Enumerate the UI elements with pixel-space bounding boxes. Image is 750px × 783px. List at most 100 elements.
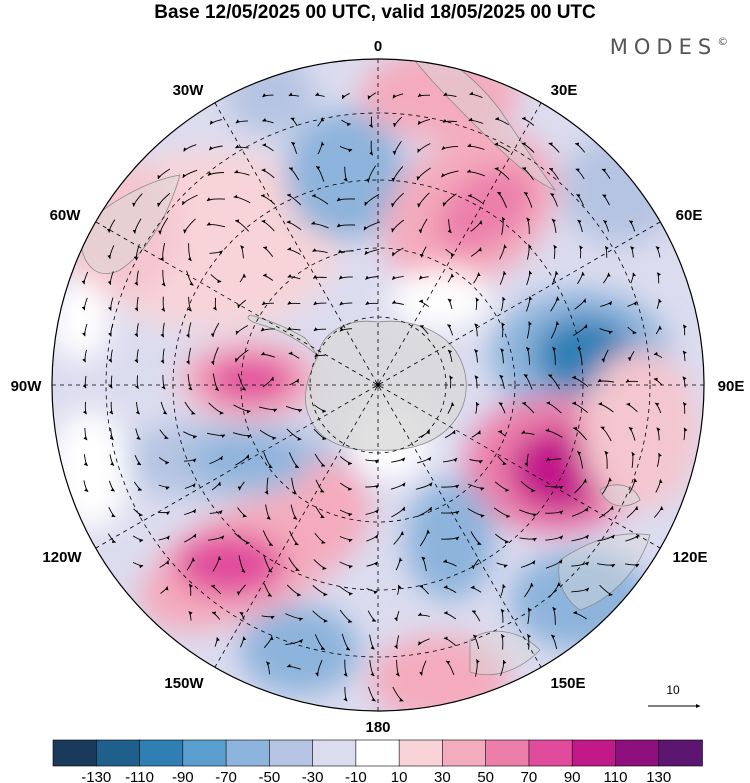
wind-vector-arrow <box>521 142 535 153</box>
colorbar-swatch <box>571 739 617 767</box>
wind-vector-arrow <box>338 275 353 280</box>
wind-vector-arrow <box>682 376 687 388</box>
wind-vector-arrow <box>184 509 197 516</box>
wind-vector-arrow <box>288 351 300 359</box>
wind-vector-arrow <box>206 432 226 438</box>
wind-vector-arrow <box>601 477 612 495</box>
wind-vector-arrow <box>212 556 222 572</box>
wind-vector-arrow <box>210 274 222 284</box>
wind-vector-arrow <box>523 374 533 390</box>
wind-vector-arrow <box>158 217 169 235</box>
wind-vector-arrow <box>395 659 400 677</box>
wind-vector-arrow <box>239 273 247 283</box>
wind-vector-arrow <box>186 347 192 365</box>
wind-vector-arrow <box>82 323 88 337</box>
wind-vector-arrow <box>603 220 610 232</box>
wind-vector-arrow <box>108 349 113 363</box>
wind-vector-arrow <box>211 481 221 491</box>
wind-vector-arrow <box>343 166 348 182</box>
wind-vector-arrow <box>315 506 325 519</box>
wind-vector-arrow <box>287 326 301 331</box>
wind-vector-arrow <box>212 297 217 311</box>
reference-vector-label: 10 <box>666 683 680 697</box>
wind-vector-arrow <box>290 504 298 520</box>
wind-vector-arrow <box>468 117 484 124</box>
wind-vector-arrow <box>287 274 301 280</box>
wind-vector-arrow <box>493 507 511 519</box>
wind-vector-arrow <box>364 194 380 207</box>
wind-vector-arrow <box>546 457 562 462</box>
colorbar-swatch <box>95 739 141 767</box>
wind-vector-arrow <box>467 193 485 205</box>
wind-vector-arrow <box>447 298 453 310</box>
wind-vector-arrow <box>341 92 350 100</box>
wind-vector-arrow <box>336 223 355 228</box>
wind-vector-arrow <box>654 402 662 414</box>
wind-vector-arrow <box>235 119 249 124</box>
wind-vector-arrow <box>262 273 274 281</box>
wind-vector-arrow <box>390 482 406 490</box>
wind-vector-arrow <box>495 533 510 544</box>
wind-vector-arrow <box>286 584 302 597</box>
wind-vector-arrow <box>630 246 635 258</box>
wind-vector-arrow <box>627 301 637 307</box>
wind-vector-arrow <box>498 402 506 414</box>
wind-vector-arrow <box>264 477 269 495</box>
wind-vector-arrow <box>440 510 460 515</box>
wind-vector-arrow <box>160 586 169 594</box>
wind-vector-arrow <box>602 194 610 206</box>
wind-vector-arrow <box>447 349 453 362</box>
wind-vector-arrow <box>312 274 327 279</box>
wind-vector-arrow <box>469 91 483 99</box>
wind-vector-arrow <box>625 378 639 383</box>
wind-vector-arrow <box>234 169 250 176</box>
wind-vector-arrow <box>341 633 351 651</box>
wind-vector-arrow <box>475 659 480 677</box>
wind-vector-arrow <box>416 456 432 464</box>
colorbar-tick-label: 50 <box>477 769 494 783</box>
wind-vector-arrow <box>526 321 532 339</box>
wind-vector-arrow <box>624 563 640 568</box>
wind-vector-arrow <box>82 401 87 415</box>
wind-vector-arrow <box>682 350 687 362</box>
wind-vector-arrow <box>391 166 404 183</box>
wind-vector-arrow <box>83 480 89 492</box>
wind-vector-arrow <box>209 250 223 255</box>
wind-vector-arrow <box>158 484 170 490</box>
wind-vector-arrow <box>656 272 661 284</box>
wind-vector-arrow <box>109 454 115 466</box>
colorbar-tick-label: -50 <box>258 769 280 783</box>
wind-vector-arrow <box>186 270 194 286</box>
colorbar-tick-label: 90 <box>564 769 581 783</box>
wind-vector-arrow <box>262 93 274 98</box>
wind-vector-arrow <box>285 639 303 646</box>
colorbar-swatch <box>269 739 314 767</box>
wind-vector-arrow <box>317 117 325 127</box>
wind-vector-arrow <box>525 296 533 312</box>
wind-vector-arrow <box>471 558 480 570</box>
wind-vector-arrow <box>339 585 353 596</box>
wind-vector-arrow <box>235 144 249 149</box>
wind-vector-arrow <box>183 533 197 543</box>
wind-vector-arrow <box>291 477 297 495</box>
wind-vector-arrow <box>550 321 560 339</box>
colorbar-tick-label: -130 <box>81 769 111 783</box>
wind-vector-arrow <box>339 609 353 623</box>
wind-vector-arrow <box>496 562 508 568</box>
lon-label-180: 180 <box>365 719 390 736</box>
wind-vector-arrow <box>108 507 116 518</box>
wind-vector-arrow <box>392 116 402 128</box>
lon-label-120w: 120W <box>42 549 82 566</box>
wind-vector-arrow <box>83 427 88 441</box>
wind-vector-arrow <box>470 585 482 593</box>
wind-vector-arrow <box>500 608 505 623</box>
wind-vector-arrow <box>551 270 559 285</box>
wind-vector-arrow <box>467 143 485 150</box>
colorbar-swatch <box>658 739 703 767</box>
wind-vector-arrow <box>209 510 223 515</box>
wind-vector-arrow <box>441 145 459 150</box>
wind-vector-arrow <box>416 167 431 181</box>
wind-vector-arrow <box>545 510 564 515</box>
lon-label-30e: 30E <box>551 82 578 99</box>
